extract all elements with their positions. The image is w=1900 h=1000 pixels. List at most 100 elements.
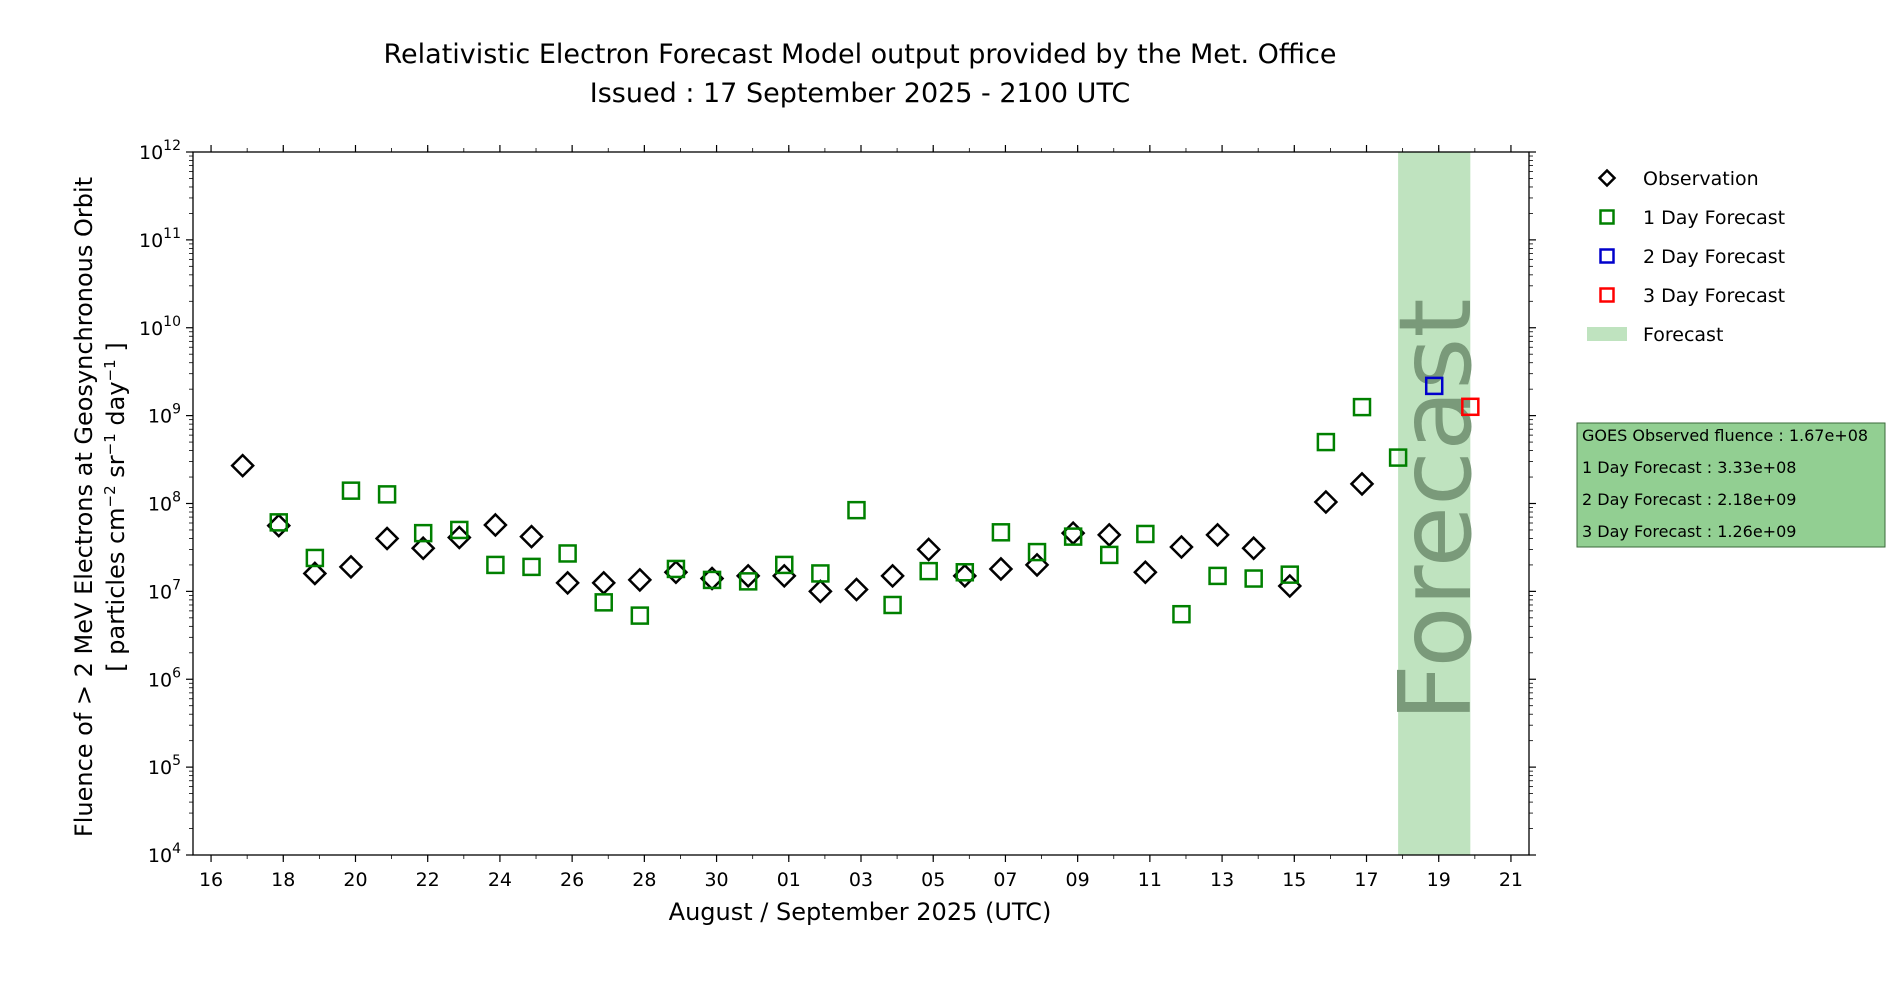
legend-label: 3 Day Forecast: [1643, 285, 1785, 307]
1-day-forecast-point: [1099, 545, 1119, 565]
fluence-info-box: GOES Observed fluence : 1.67e+08 1 Day F…: [1576, 422, 1886, 548]
1-day-forecast-point: [377, 485, 397, 504]
3-day-forecast-point: [1461, 397, 1480, 417]
y-axis-label-unit-mid2: day: [102, 381, 130, 433]
x-tick-label: 15: [1282, 869, 1306, 891]
observation-point: [230, 453, 255, 478]
y-tick-exponent: 9: [172, 402, 181, 418]
observation-point: [555, 570, 580, 596]
1-day-forecast-point: [450, 520, 469, 540]
x-tick-label: 07: [993, 869, 1017, 891]
info-line-2day: 2 Day Forecast : 2.18e+09: [1582, 490, 1796, 509]
1-day-forecast-point: [413, 523, 433, 543]
x-tick-label: 09: [1066, 869, 1090, 891]
x-tick-label: 24: [488, 869, 512, 891]
y-tick-base: 10: [139, 318, 163, 340]
legend-swatch: [1599, 287, 1615, 303]
y-tick-exponent: 12: [163, 138, 181, 154]
legend-label: 2 Day Forecast: [1643, 246, 1785, 268]
observation-point: [988, 556, 1014, 582]
x-tick-label: 13: [1210, 869, 1234, 891]
observation-point: [519, 524, 544, 549]
1-day-forecast-point: [558, 544, 577, 563]
y-tick-label: 105: [148, 753, 181, 779]
observation-point: [483, 512, 508, 538]
observation-point: [1133, 559, 1158, 585]
y-tick-label: 106: [148, 665, 181, 691]
legend-label: Observation: [1643, 168, 1759, 190]
y-tick-base: 10: [148, 757, 172, 779]
legend-swatch: [1597, 168, 1617, 188]
y-tick-base: 10: [148, 406, 172, 428]
y-tick-label: 107: [148, 577, 181, 603]
x-tick-label: 11: [1138, 869, 1162, 891]
1-day-forecast-point: [955, 563, 975, 582]
y-tick-exponent: 7: [172, 577, 181, 593]
info-box-background: [1576, 422, 1886, 548]
1-day-forecast-point: [1352, 397, 1372, 417]
1-day-forecast-point: [702, 570, 722, 590]
1-day-forecast-point: [1172, 604, 1191, 624]
observation-point: [916, 537, 941, 562]
observation-point: [808, 579, 833, 604]
y-tick-label: 1011: [139, 226, 181, 252]
y-tick-base: 10: [139, 230, 163, 252]
x-tick-label: 28: [632, 869, 656, 891]
data-markers: [230, 376, 1480, 625]
1-day-forecast-point: [1388, 448, 1408, 467]
2-day-forecast-point: [1424, 376, 1444, 396]
y-axis-label-exp2: −1: [101, 433, 119, 455]
observation-point: [1024, 552, 1050, 578]
y-tick-base: 10: [148, 581, 172, 603]
y-tick-base: 10: [148, 845, 172, 867]
1-day-forecast-point: [919, 561, 938, 581]
y-tick-label: 104: [148, 841, 181, 867]
observation-point: [1349, 471, 1375, 497]
x-axis-ticks: 16 18 20 22 24 26 28 30 01 03 05 07 09 11 13 15 17 19 21: [199, 145, 1523, 891]
1-day-forecast-point: [1280, 565, 1300, 584]
forecast-band: [1398, 152, 1471, 855]
y-tick-base: 10: [139, 142, 163, 164]
observation-point: [1096, 522, 1122, 548]
y-tick-exponent: 11: [163, 226, 181, 242]
y-tick-exponent: 5: [172, 753, 181, 769]
info-line-3day: 3 Day Forecast : 1.26e+09: [1582, 522, 1796, 541]
x-tick-label: 16: [199, 869, 223, 891]
1-day-forecast-point: [305, 548, 325, 568]
1-day-forecast-point: [1208, 566, 1227, 586]
chart-legend: Observation 1 Day Forecast 2 Day Forecast 3…: [1587, 168, 1785, 346]
legend-swatch: [1599, 209, 1615, 225]
x-tick-label: 03: [849, 869, 873, 891]
1-day-forecast-point: [1136, 524, 1155, 544]
y-tick-base: 10: [148, 494, 172, 516]
1-day-forecast-point: [847, 500, 866, 520]
legend-label: 1 Day Forecast: [1643, 207, 1785, 229]
x-tick-label: 26: [560, 869, 584, 891]
y-axis-label-line1: Fluence of > 2 MeV Electrons at Geosynch…: [70, 177, 98, 837]
observation-point: [1169, 534, 1194, 560]
forecast-band-label: Forecast: [1377, 298, 1494, 721]
observation-point: [880, 563, 905, 589]
1-day-forecast-point: [1316, 432, 1336, 452]
1-day-forecast-point: [341, 481, 361, 500]
1-day-forecast-point: [666, 559, 686, 579]
1-day-forecast-point: [269, 513, 289, 532]
observation-point: [1205, 522, 1230, 548]
x-tick-label: 19: [1427, 869, 1451, 891]
1-day-forecast-point: [991, 523, 1011, 542]
1-day-forecast-point: [594, 593, 613, 612]
y-tick-label: 1010: [139, 314, 181, 340]
y-tick-label: 109: [148, 402, 181, 428]
1-day-forecast-point: [630, 606, 650, 625]
1-day-forecast-point: [811, 564, 830, 583]
observation-point: [591, 570, 616, 596]
1-day-forecast-point: [738, 572, 758, 591]
y-axis-label-unit-mid: sr: [102, 455, 130, 485]
y-axis-label-line2: [ particles cm−2 sr−1 day−1 ]: [101, 342, 130, 671]
observation-point: [1313, 489, 1339, 515]
y-axis-label-exp1: −2: [101, 485, 119, 507]
legend-swatch: [1599, 248, 1615, 264]
observation-point: [302, 561, 328, 586]
